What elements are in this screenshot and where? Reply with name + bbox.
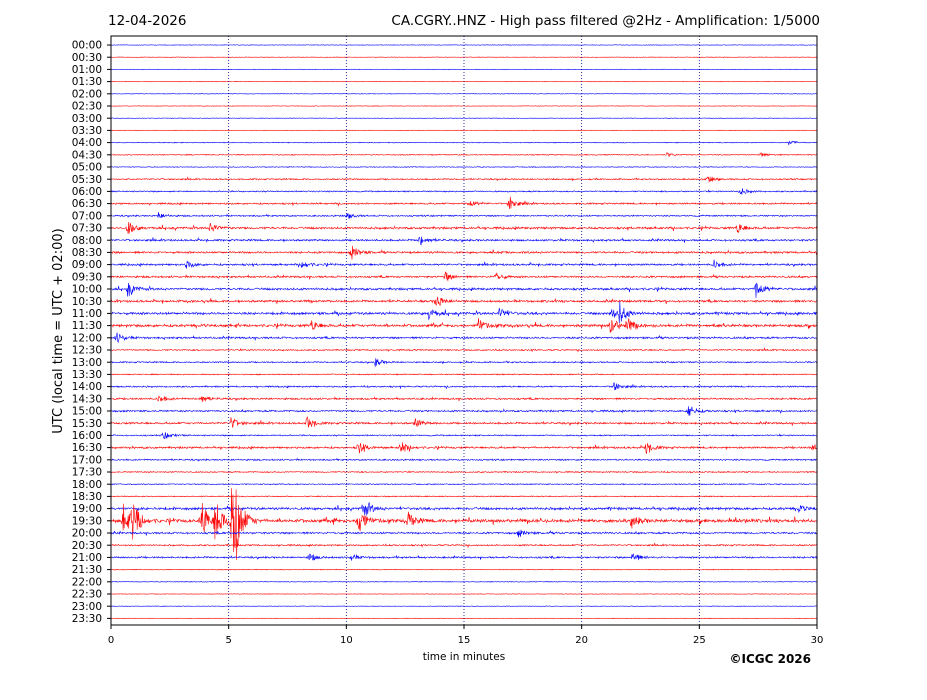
y-tick-label: 16:30	[72, 442, 102, 454]
trace-row-0500	[110, 166, 818, 168]
y-tick-label: 05:00	[72, 162, 102, 174]
x-tick-label: 25	[693, 635, 706, 646]
y-tick-label: 16:00	[72, 430, 102, 442]
trace-row-0400	[110, 140, 818, 146]
y-tick-label: 03:30	[72, 125, 102, 137]
y-tick-label: 07:00	[72, 210, 102, 222]
trace-row-1900	[110, 502, 818, 516]
y-tick-label: 03:00	[72, 113, 102, 125]
trace-row-1300	[110, 358, 818, 367]
trace-row-2100	[110, 553, 818, 561]
y-tick-label: 10:00	[72, 284, 102, 296]
y-tick-label: 04:00	[72, 137, 102, 149]
y-tick-label: 11:30	[72, 320, 102, 332]
x-tick-label: 5	[225, 635, 231, 646]
trace-row-1930	[110, 488, 818, 560]
y-tick-label: 22:30	[72, 589, 102, 601]
x-tick-label: 0	[108, 635, 114, 646]
y-tick-label: 18:00	[72, 479, 102, 491]
y-tick-label: 07:30	[72, 223, 102, 235]
y-tick-label: 21:30	[72, 564, 102, 576]
y-tick-label: 09:00	[72, 259, 102, 271]
y-tick-label: 12:30	[72, 345, 102, 357]
y-tick-label: 14:30	[72, 393, 102, 405]
trace-row-1230	[110, 347, 818, 353]
x-tick-label: 10	[340, 635, 353, 646]
trace-row-2000	[110, 529, 818, 538]
trace-row-2030	[110, 543, 818, 549]
y-tick-label: 11:00	[72, 308, 102, 320]
y-tick-label: 20:00	[72, 528, 102, 540]
y-tick-label: 00:00	[72, 40, 102, 52]
y-tick-label: 12:00	[72, 332, 102, 344]
y-tick-label: 23:30	[72, 613, 102, 625]
y-tick-label: 02:00	[72, 88, 102, 100]
x-tick-label: 15	[458, 635, 471, 646]
trace-row-1030	[110, 296, 818, 306]
trace-row-1800	[110, 483, 818, 486]
x-axis-label: time in minutes	[423, 651, 505, 663]
trace-layer	[110, 44, 818, 620]
y-tick-label: 02:30	[72, 101, 102, 113]
header-title: CA.CGRY..HNZ - High pass filtered @2Hz -…	[391, 13, 820, 29]
trace-row-0530	[110, 176, 818, 183]
x-axis: 0 5 10 15 20 25 30	[108, 625, 824, 646]
y-tick-label: 08:30	[72, 247, 102, 259]
y-tick-label: 09:30	[72, 271, 102, 283]
trace-row-0730	[110, 222, 818, 234]
x-tick-label: 20	[575, 635, 588, 646]
y-tick-label: 06:00	[72, 186, 102, 198]
trace-row-2130	[110, 568, 818, 571]
trace-row-0330	[110, 129, 818, 132]
x-tick-label: 30	[811, 635, 824, 646]
trace-row-1130	[110, 318, 818, 333]
y-tick-label: 00:30	[72, 52, 102, 64]
y-tick-label: 15:30	[72, 418, 102, 430]
y-tick-label: 17:30	[72, 467, 102, 479]
y-tick-label: 14:00	[72, 381, 102, 393]
trace-row-1400	[110, 382, 818, 391]
y-tick-label: 13:30	[72, 369, 102, 381]
y-tick-label: 01:30	[72, 76, 102, 88]
grid-layer	[228, 36, 700, 625]
y-axis: 00:0000:3001:0001:3002:0002:3003:0003:30…	[72, 40, 111, 625]
y-tick-label: 01:00	[72, 64, 102, 76]
y-tick-label: 05:30	[72, 174, 102, 186]
trace-row-1200	[110, 332, 818, 344]
y-tick-label: 13:00	[72, 357, 102, 369]
trace-row-1830	[110, 495, 818, 498]
trace-row-1330	[110, 373, 818, 376]
y-tick-label: 10:30	[72, 296, 102, 308]
trace-row-0600	[110, 188, 818, 195]
trace-row-0700	[110, 212, 818, 219]
trace-row-0300	[110, 117, 818, 119]
y-tick-label: 19:30	[72, 515, 102, 527]
trace-row-1530	[110, 416, 818, 428]
y-tick-label: 21:00	[72, 552, 102, 564]
trace-row-0630	[110, 196, 818, 209]
trace-row-2200	[110, 581, 818, 583]
y-tick-label: 19:00	[72, 503, 102, 515]
y-tick-label: 20:30	[72, 540, 102, 552]
y-tick-label: 04:30	[72, 149, 102, 161]
y-tick-label: 17:00	[72, 454, 102, 466]
y-tick-label: 08:00	[72, 235, 102, 247]
copyright-text: ©ICGC 2026	[729, 652, 811, 666]
y-axis-label: UTC (local time = UTC + 02:00)	[51, 228, 66, 433]
y-tick-label: 18:30	[72, 491, 102, 503]
trace-row-0430	[110, 152, 818, 158]
y-tick-label: 15:00	[72, 406, 102, 418]
header-date: 12-04-2026	[108, 13, 186, 29]
y-tick-label: 22:00	[72, 576, 102, 588]
y-tick-label: 23:00	[72, 601, 102, 613]
y-tick-label: 06:30	[72, 198, 102, 210]
